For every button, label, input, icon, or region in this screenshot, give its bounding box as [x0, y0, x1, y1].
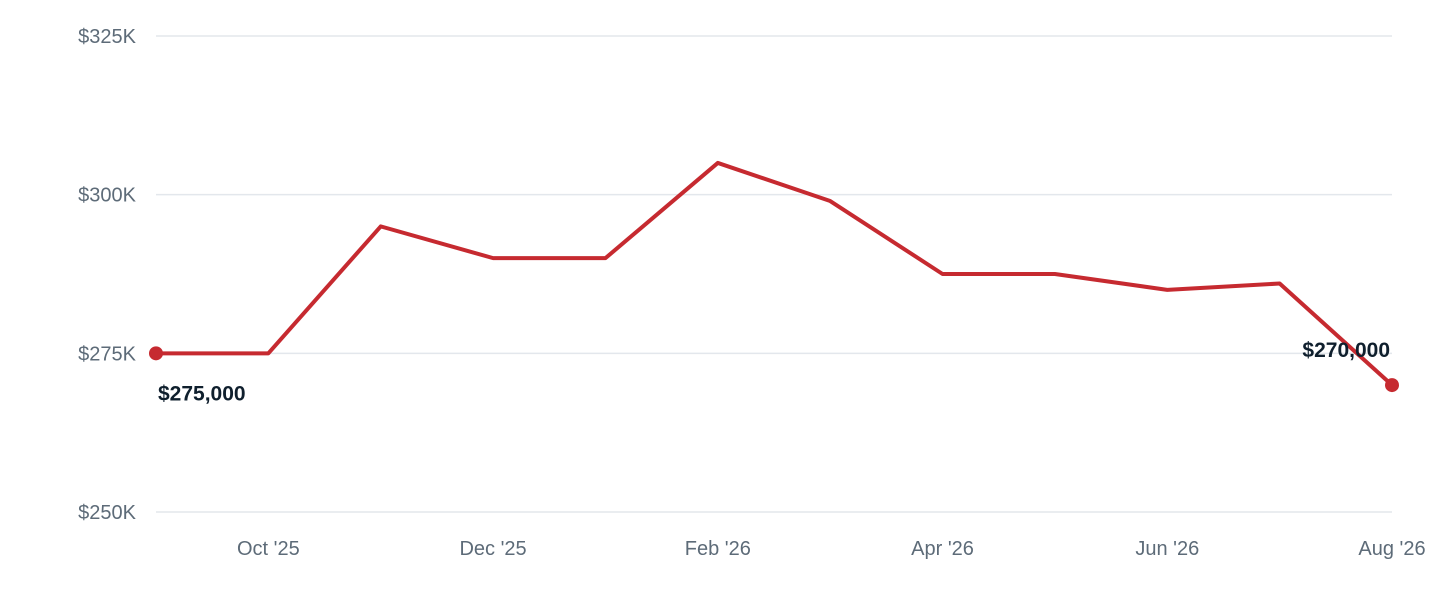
y-axis: $250K $275K $300K $325K: [78, 26, 136, 524]
series-line: [154, 160, 1394, 388]
data-label: $275,000: [158, 382, 246, 405]
y-tick-label: $250K: [78, 502, 136, 524]
x-tick-label: Aug '26: [1358, 538, 1425, 560]
data-labels: $275,000 $270,000: [149, 339, 1399, 405]
x-axis: Oct '25 Dec '25 Feb '26 Apr '26 Jun '26 Aug '…: [237, 538, 1426, 560]
x-tick-label: Apr '26: [911, 538, 974, 560]
x-tick-label: Dec '25: [459, 538, 526, 560]
grid-layer: [156, 35, 1392, 513]
x-tick-label: Feb '26: [685, 538, 751, 560]
y-tick-label: $325K: [78, 26, 136, 48]
y-tick-label: $300K: [78, 185, 136, 207]
x-tick-label: Jun '26: [1135, 538, 1199, 560]
endpoint-marker: [1385, 378, 1399, 393]
series-layer: [154, 160, 1394, 388]
endpoint-marker: [149, 346, 163, 361]
y-tick-label: $275K: [78, 343, 136, 365]
x-tick-label: Oct '25: [237, 538, 300, 560]
data-label: $270,000: [1302, 339, 1390, 362]
